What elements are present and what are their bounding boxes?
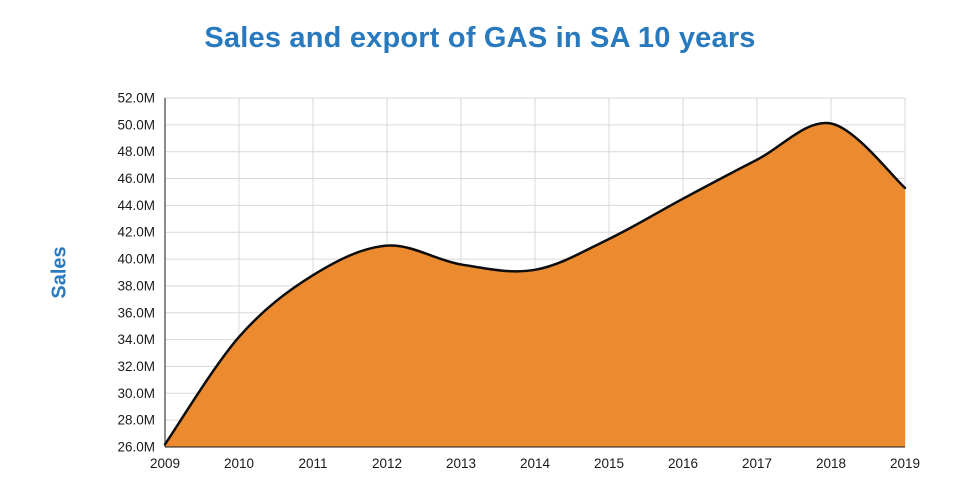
area-series-fill bbox=[165, 122, 905, 447]
y-tick-label: 40.0M bbox=[117, 252, 155, 267]
x-tick-label: 2013 bbox=[446, 456, 476, 471]
y-tick-label: 50.0M bbox=[117, 117, 155, 132]
x-tick-label: 2019 bbox=[890, 456, 920, 471]
y-tick-label: 32.0M bbox=[117, 359, 155, 374]
x-tick-label: 2011 bbox=[298, 456, 327, 471]
y-tick-label: 30.0M bbox=[117, 386, 155, 401]
y-tick-label: 26.0M bbox=[117, 440, 155, 455]
y-tick-label: 48.0M bbox=[117, 144, 155, 159]
x-tick-label: 2017 bbox=[742, 456, 772, 471]
y-tick-label: 46.0M bbox=[117, 171, 155, 186]
area-series-line bbox=[163, 121, 907, 446]
x-tick-label: 2014 bbox=[520, 456, 551, 471]
x-tick-label: 2018 bbox=[816, 456, 846, 471]
y-tick-label: 34.0M bbox=[117, 332, 155, 347]
y-tick-label: 52.0M bbox=[117, 91, 155, 106]
x-tick-label: 2016 bbox=[668, 456, 698, 471]
y-tick-label: 28.0M bbox=[117, 413, 155, 428]
y-tick-label: 38.0M bbox=[117, 278, 155, 293]
y-tick-label: 44.0M bbox=[117, 198, 155, 213]
y-tick-label: 36.0M bbox=[117, 305, 155, 320]
x-tick-label: 2012 bbox=[372, 456, 402, 471]
chart-title: Sales and export of GAS in SA 10 years bbox=[204, 22, 756, 54]
x-tick-label: 2009 bbox=[150, 456, 180, 471]
x-tick-label: 2015 bbox=[594, 456, 624, 471]
y-tick-label: 42.0M bbox=[117, 225, 155, 240]
x-tick-label: 2010 bbox=[224, 456, 254, 471]
